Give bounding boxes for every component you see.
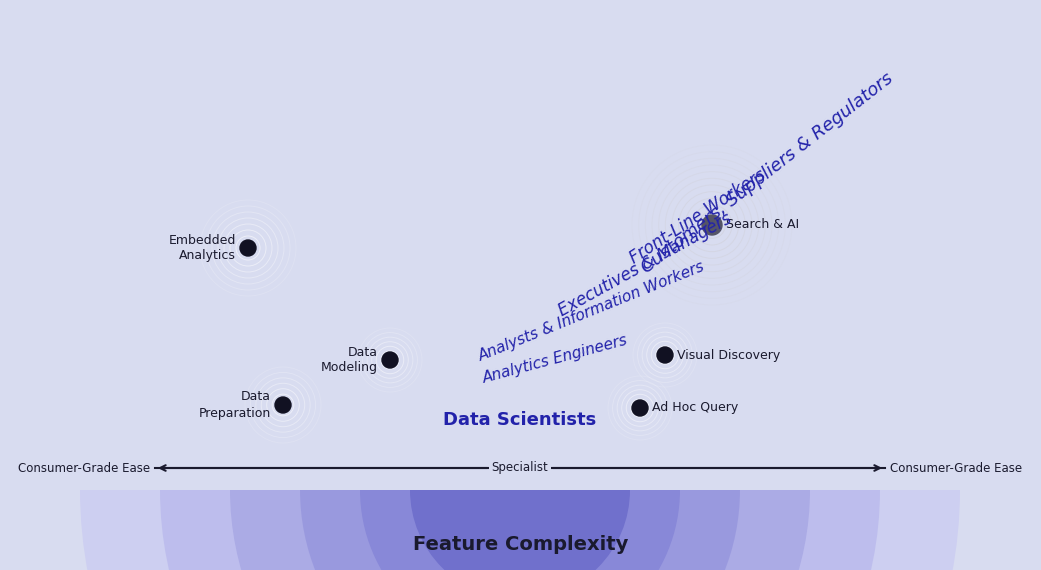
Text: Ad Hoc Query: Ad Hoc Query	[652, 401, 738, 414]
Wedge shape	[300, 490, 740, 570]
Wedge shape	[410, 490, 630, 570]
Circle shape	[657, 347, 672, 363]
Text: Analysts & Information Workers: Analysts & Information Workers	[477, 259, 708, 364]
Circle shape	[702, 215, 722, 235]
Text: Search & AI: Search & AI	[726, 218, 799, 231]
Wedge shape	[230, 490, 810, 570]
Text: Embedded
Analytics: Embedded Analytics	[169, 234, 236, 263]
Text: Analytics Engineers: Analytics Engineers	[481, 333, 629, 386]
Text: Customers, Suppliers & Regulators: Customers, Suppliers & Regulators	[638, 70, 897, 277]
Circle shape	[382, 352, 398, 368]
Text: Front-Line Workers: Front-Line Workers	[627, 166, 769, 267]
Text: Data Scientists: Data Scientists	[443, 411, 596, 429]
Wedge shape	[160, 490, 880, 570]
Text: Data
Modeling: Data Modeling	[321, 345, 378, 374]
Circle shape	[632, 400, 648, 416]
Text: Consumer-Grade Ease: Consumer-Grade Ease	[890, 462, 1022, 474]
Text: Consumer-Grade Ease: Consumer-Grade Ease	[18, 462, 150, 474]
Circle shape	[240, 240, 256, 256]
Text: Visual Discovery: Visual Discovery	[677, 348, 781, 361]
Wedge shape	[360, 490, 680, 570]
Wedge shape	[80, 490, 960, 570]
Text: Specialist: Specialist	[491, 462, 549, 474]
Circle shape	[275, 397, 291, 413]
Text: Executives & Managers: Executives & Managers	[555, 210, 734, 320]
Text: Data
Preparation: Data Preparation	[199, 390, 271, 420]
Text: Feature Complexity: Feature Complexity	[413, 535, 628, 555]
